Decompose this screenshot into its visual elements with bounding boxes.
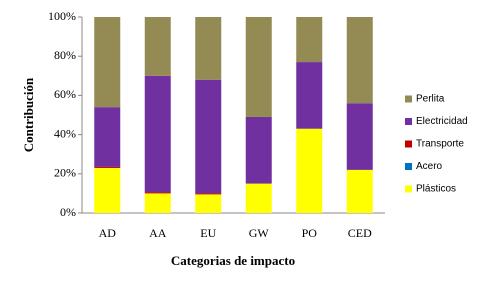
legend-swatch [405, 118, 412, 125]
legend-swatch [405, 140, 412, 148]
bar-segment [346, 17, 373, 104]
y-tick-label: 0% [60, 205, 76, 219]
bar-segment [245, 116, 272, 184]
y-tick-label: 80% [54, 48, 76, 62]
bar-segment [195, 193, 222, 195]
bar-segment [195, 194, 222, 213]
legend-label: Acero [416, 161, 443, 172]
bar-segment [296, 128, 323, 213]
x-axis-title: Categorias de impacto [171, 253, 295, 268]
legend-label: Perlita [416, 94, 445, 105]
y-tick-label: 60% [54, 87, 76, 101]
x-tick-label: GW [249, 226, 270, 240]
bar-segment [144, 17, 171, 76]
bar-segment [296, 62, 323, 129]
legend-swatch [405, 163, 412, 170]
bar-segment [144, 75, 171, 193]
x-tick-label: CED [348, 226, 372, 240]
x-tick-label: PO [302, 226, 318, 240]
legend-label: Transporte [416, 139, 464, 150]
bar-segment [245, 183, 272, 213]
bar-segment [144, 193, 171, 213]
bar-segment [195, 79, 222, 194]
bar-segment [296, 17, 323, 63]
bar-segment [245, 17, 272, 117]
legend-label: Plásticos [416, 184, 456, 195]
bar-segment [346, 103, 373, 170]
legend-label: Electricidad [416, 116, 468, 127]
y-tick-label: 100% [48, 9, 76, 23]
y-axis-title: Contribución [21, 77, 36, 152]
bar-segment [94, 17, 121, 108]
y-tick-label: 20% [54, 166, 76, 180]
bar-segment [144, 192, 171, 194]
bar-segment [94, 167, 121, 213]
bar-segment [195, 17, 222, 80]
x-tick-label: EU [200, 226, 216, 240]
bar-segment [346, 169, 373, 213]
legend-swatch [405, 95, 412, 103]
x-tick-label: AD [99, 226, 117, 240]
bar-segment [94, 166, 121, 168]
y-tick-label: 40% [54, 126, 76, 140]
bar-segment [94, 107, 121, 167]
x-tick-label: AA [149, 226, 167, 240]
legend-swatch [405, 185, 412, 193]
